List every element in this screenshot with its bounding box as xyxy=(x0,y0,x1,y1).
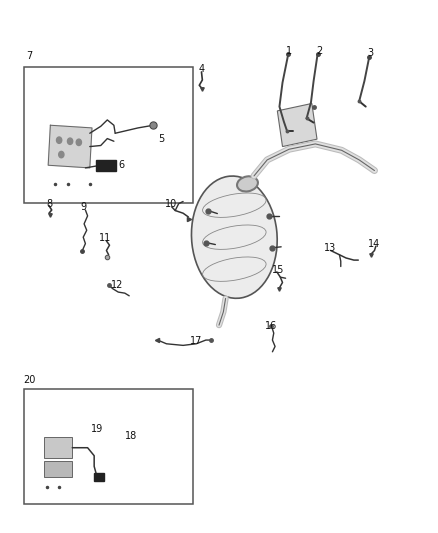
Text: 20: 20 xyxy=(23,375,35,385)
Text: 14: 14 xyxy=(368,239,381,248)
Text: 6: 6 xyxy=(119,160,125,170)
Bar xyxy=(44,461,72,477)
Text: 7: 7 xyxy=(26,51,32,61)
Text: 9: 9 xyxy=(80,202,86,212)
Text: 17: 17 xyxy=(190,336,202,346)
Bar xyxy=(24,389,193,504)
Text: 3: 3 xyxy=(367,49,373,58)
Text: 12: 12 xyxy=(111,280,124,290)
Bar xyxy=(94,473,104,481)
Text: 10: 10 xyxy=(165,199,177,208)
Text: 18: 18 xyxy=(125,431,138,441)
Circle shape xyxy=(67,138,73,144)
Bar xyxy=(96,160,116,171)
Text: 11: 11 xyxy=(99,233,111,243)
Bar xyxy=(44,437,72,458)
Circle shape xyxy=(57,137,62,143)
Text: 4: 4 xyxy=(198,64,205,74)
Bar xyxy=(277,103,317,147)
Text: 19: 19 xyxy=(91,424,103,433)
Bar xyxy=(24,67,193,203)
Polygon shape xyxy=(48,125,92,168)
Text: 13: 13 xyxy=(324,243,336,253)
Text: 8: 8 xyxy=(46,199,52,208)
Text: 15: 15 xyxy=(272,265,284,275)
Text: 16: 16 xyxy=(265,321,277,330)
Text: 5: 5 xyxy=(158,134,164,143)
Ellipse shape xyxy=(191,176,277,298)
Ellipse shape xyxy=(237,176,258,191)
Circle shape xyxy=(76,139,81,146)
Text: 2: 2 xyxy=(317,46,323,55)
Circle shape xyxy=(59,151,64,158)
Text: 1: 1 xyxy=(286,46,292,55)
